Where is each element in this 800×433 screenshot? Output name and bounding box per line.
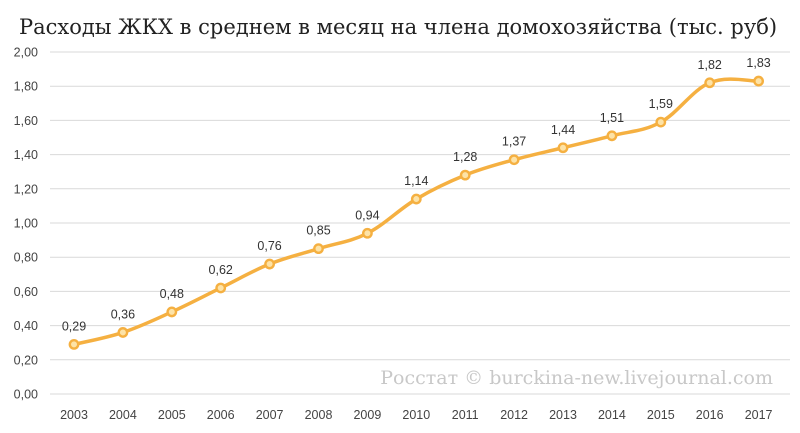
data-label: 0,48 bbox=[160, 287, 184, 301]
x-tick-label: 2015 bbox=[647, 408, 675, 422]
y-tick-label: 0,80 bbox=[14, 251, 38, 265]
data-point bbox=[606, 130, 618, 142]
data-label: 1,14 bbox=[404, 174, 428, 188]
data-point bbox=[68, 339, 80, 350]
data-point bbox=[361, 227, 373, 239]
y-tick-label: 0,20 bbox=[14, 353, 38, 367]
x-tick-label: 2010 bbox=[402, 408, 430, 422]
data-label: 0,36 bbox=[111, 307, 135, 321]
data-point bbox=[215, 282, 227, 294]
x-tick-label: 2009 bbox=[353, 408, 381, 422]
x-tick-label: 2003 bbox=[60, 408, 88, 422]
chart-title: Расходы ЖКХ в среднем в месяц на члена д… bbox=[19, 15, 777, 39]
x-tick-label: 2008 bbox=[305, 408, 333, 422]
data-label: 1,51 bbox=[600, 111, 624, 125]
data-point bbox=[459, 169, 471, 181]
data-point bbox=[264, 258, 275, 270]
x-tick-label: 2007 bbox=[256, 408, 284, 422]
x-tick-label: 2012 bbox=[500, 408, 528, 422]
x-tick-label: 2014 bbox=[598, 408, 626, 422]
x-tick-label: 2017 bbox=[745, 408, 773, 422]
grid-lines bbox=[50, 51, 790, 395]
watermark: Росстат © burckina-new.livejournal.com bbox=[380, 367, 773, 389]
x-tick-label: 2013 bbox=[549, 408, 577, 422]
y-tick-label: 1,60 bbox=[14, 114, 38, 128]
data-markers bbox=[68, 75, 764, 350]
x-tick-label: 2011 bbox=[452, 408, 479, 422]
data-label: 0,29 bbox=[62, 319, 86, 333]
data-point bbox=[117, 327, 129, 338]
y-tick-label: 1,80 bbox=[14, 80, 38, 94]
data-label: 1,28 bbox=[453, 150, 477, 164]
y-tick-label: 0,40 bbox=[14, 319, 38, 333]
x-tick-label: 2005 bbox=[158, 408, 186, 422]
x-tick-label: 2004 bbox=[109, 408, 137, 422]
data-point bbox=[508, 154, 520, 166]
y-tick-label: 1,40 bbox=[14, 148, 38, 162]
series-line bbox=[72, 77, 761, 347]
data-label: 0,76 bbox=[257, 239, 281, 253]
x-tick-label: 2006 bbox=[207, 408, 235, 422]
data-point bbox=[313, 243, 324, 255]
data-point bbox=[166, 306, 178, 318]
y-tick-label: 0,00 bbox=[14, 388, 38, 402]
data-label: 1,37 bbox=[502, 135, 526, 149]
y-tick-label: 1,20 bbox=[14, 182, 38, 196]
data-point bbox=[753, 75, 764, 87]
y-tick-label: 2,00 bbox=[14, 46, 38, 60]
y-tick-label: 0,60 bbox=[14, 285, 38, 299]
data-label: 1,59 bbox=[649, 97, 673, 111]
data-labels: 0,29 0,36 0,48 0,62 0,76 0,85 0,94 1,14 1,28 1,37… bbox=[62, 56, 771, 333]
data-point bbox=[655, 116, 667, 128]
data-label: 0,94 bbox=[355, 208, 379, 222]
data-label: 1,82 bbox=[698, 58, 722, 72]
y-axis-ticks: 0,00 0,20 0,40 0,60 0,80 1,00 1,20 1,40 1,60 1,80… bbox=[14, 46, 38, 402]
data-label: 1,83 bbox=[746, 56, 770, 70]
data-point bbox=[410, 193, 422, 205]
data-label: 1,44 bbox=[551, 123, 575, 137]
data-point bbox=[704, 77, 716, 89]
y-tick-label: 1,00 bbox=[14, 217, 38, 231]
x-tick-label: 2016 bbox=[696, 408, 724, 422]
data-label: 0,85 bbox=[306, 224, 330, 238]
data-label: 0,62 bbox=[209, 263, 233, 277]
x-axis-ticks: 2003 2004 2005 2006 2007 2008 2009 2010 2011 2012… bbox=[60, 408, 772, 422]
data-point bbox=[557, 142, 569, 154]
